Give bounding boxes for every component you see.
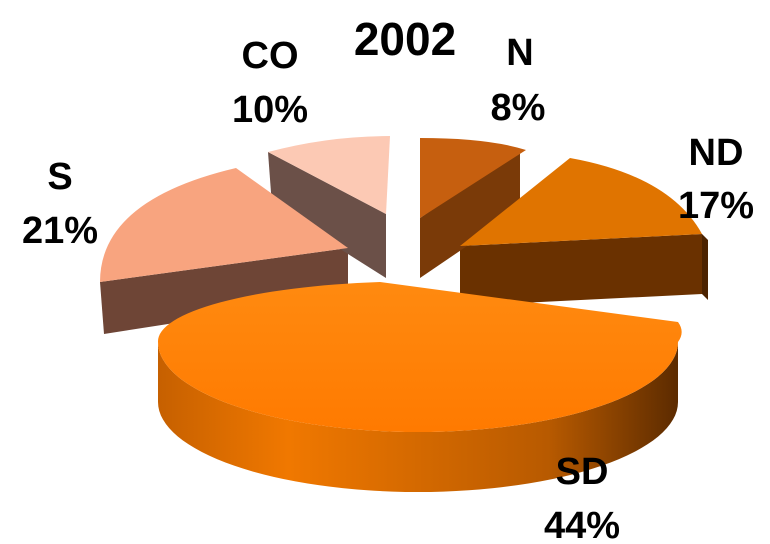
pie-slice-sides — [100, 150, 708, 492]
label-co-value: 10% — [232, 89, 308, 131]
slice-nd-side-front — [702, 234, 708, 300]
slice-nd — [460, 158, 702, 246]
label-sd-value: 44% — [544, 505, 620, 544]
slice-n-side — [420, 150, 520, 278]
slice-nd-side — [460, 234, 702, 306]
slice-co — [268, 136, 390, 214]
slice-sd — [157, 282, 682, 432]
label-nd-value: 17% — [678, 185, 754, 227]
chart-title: 2002 — [354, 13, 456, 65]
slice-n — [420, 138, 526, 218]
slice-s-side — [100, 248, 348, 334]
label-n-value: 8% — [491, 87, 546, 129]
label-sd-name: SD — [556, 451, 609, 493]
label-s-value: 21% — [22, 210, 98, 252]
slice-s — [100, 168, 348, 282]
slice-sd-side — [158, 342, 678, 492]
label-nd-name: ND — [689, 132, 744, 174]
label-co-name: CO — [242, 35, 299, 77]
label-s-name: S — [47, 156, 72, 198]
slice-co-side — [268, 152, 386, 278]
label-n-name: N — [506, 32, 533, 74]
pie-slice-tops — [100, 136, 702, 432]
